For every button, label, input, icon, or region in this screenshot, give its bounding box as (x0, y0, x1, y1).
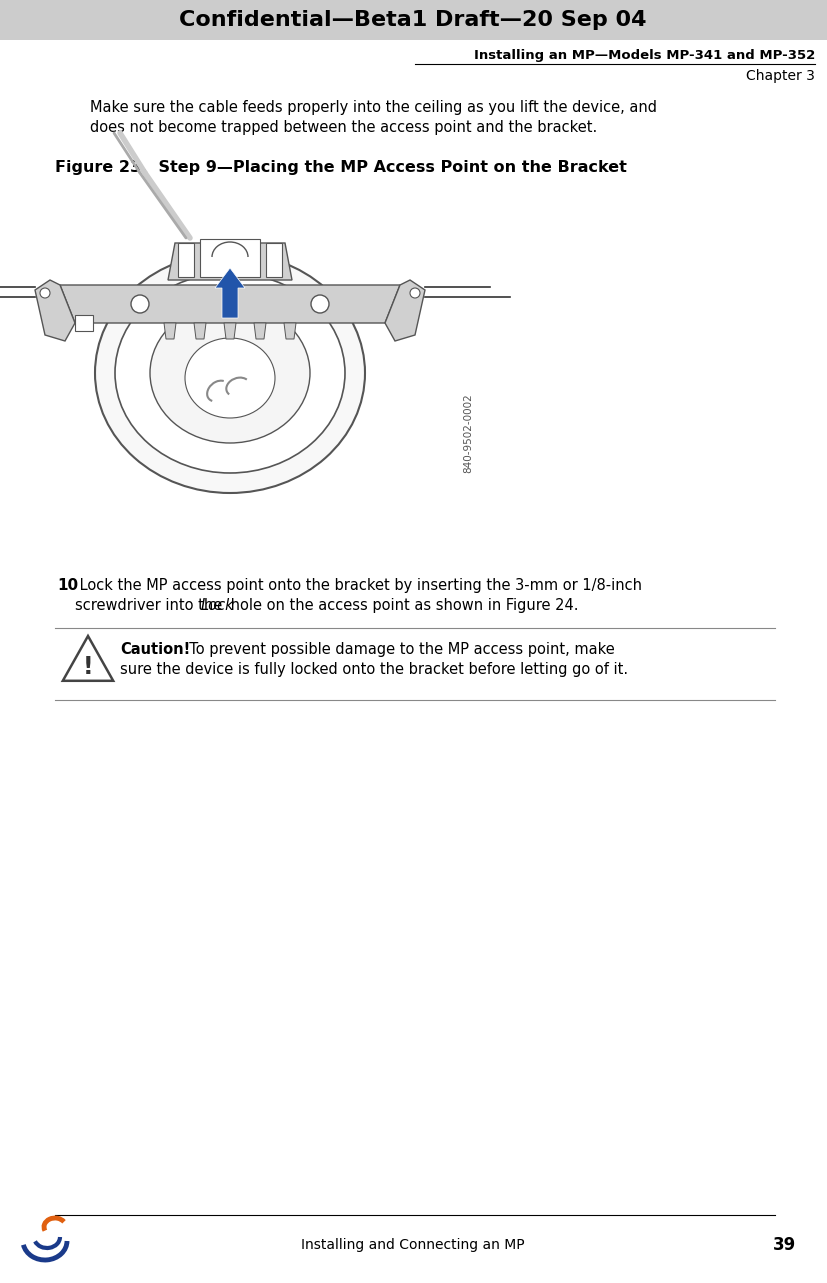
Text: sure the device is fully locked onto the bracket before letting go of it.: sure the device is fully locked onto the… (120, 662, 629, 677)
Text: 840-9502-0002: 840-9502-0002 (463, 393, 473, 473)
Bar (266, 242, 282, 277)
Circle shape (131, 295, 149, 313)
Ellipse shape (95, 253, 365, 493)
Polygon shape (194, 323, 206, 339)
Text: Installing an MP—Models MP-341 and MP-352: Installing an MP—Models MP-341 and MP-35… (474, 50, 815, 63)
Text: Figure 23.  Step 9—Placing the MP Access Point on the Bracket: Figure 23. Step 9—Placing the MP Access … (55, 160, 627, 174)
Bar (0, 0, 827, 40)
Circle shape (40, 287, 50, 298)
Polygon shape (284, 323, 296, 339)
Polygon shape (254, 323, 266, 339)
Polygon shape (164, 323, 176, 339)
Circle shape (225, 250, 235, 260)
Polygon shape (60, 285, 400, 323)
Text: 39: 39 (773, 1236, 796, 1253)
FancyArrow shape (215, 268, 245, 318)
Bar (200, 239, 260, 277)
Text: Lock the MP access point onto the bracket by inserting the 3-mm or 1/8-inch: Lock the MP access point onto the bracke… (75, 579, 642, 593)
Text: Confidential—Beta1 Draft—20 Sep 04: Confidential—Beta1 Draft—20 Sep 04 (179, 10, 647, 30)
Text: Lock: Lock (201, 598, 235, 613)
Text: Installing and Connecting an MP: Installing and Connecting an MP (301, 1238, 525, 1252)
Text: screwdriver into the: screwdriver into the (75, 598, 227, 613)
Ellipse shape (150, 303, 310, 443)
Polygon shape (35, 280, 75, 341)
Circle shape (311, 295, 329, 313)
Text: Chapter 3: Chapter 3 (746, 69, 815, 83)
Text: Make sure the cable feeds properly into the ceiling as you lift the device, and: Make sure the cable feeds properly into … (90, 100, 657, 115)
Polygon shape (63, 636, 113, 681)
Ellipse shape (115, 273, 345, 473)
Text: hole on the access point as shown in Figure 24.: hole on the access point as shown in Fig… (227, 598, 579, 613)
Text: To prevent possible damage to the MP access point, make: To prevent possible damage to the MP acc… (180, 642, 614, 657)
Bar (75, 316, 93, 331)
Ellipse shape (185, 337, 275, 418)
Bar (178, 242, 194, 277)
Polygon shape (385, 280, 425, 341)
Circle shape (410, 287, 420, 298)
Text: Caution!: Caution! (120, 642, 190, 657)
Text: !: ! (83, 654, 93, 679)
Polygon shape (224, 323, 236, 339)
Polygon shape (168, 242, 292, 280)
Text: does not become trapped between the access point and the bracket.: does not become trapped between the acce… (90, 121, 597, 135)
Text: 10: 10 (57, 579, 78, 593)
